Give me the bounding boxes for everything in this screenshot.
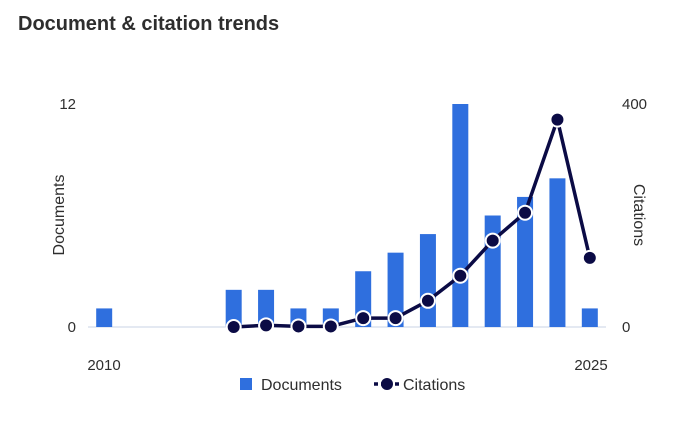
point-citations-2025[interactable] xyxy=(581,249,598,266)
bar-documents-2019 xyxy=(387,252,404,327)
point-citations-2015[interactable] xyxy=(258,317,275,334)
point-citations-2018[interactable] xyxy=(355,310,372,327)
point-citations-2017[interactable] xyxy=(322,318,339,335)
legend-label-citations: Citations xyxy=(403,377,465,394)
y-axis-label-right: Citations xyxy=(630,184,647,246)
bar-documents-2010 xyxy=(96,308,113,327)
point-citations-2022[interactable] xyxy=(484,232,501,249)
bar-documents-2023 xyxy=(517,196,534,327)
legend-swatch-documents xyxy=(240,378,252,390)
point-citations-2016[interactable] xyxy=(290,318,307,335)
point-citations-2021[interactable] xyxy=(452,267,469,284)
bar-documents-2024 xyxy=(549,178,566,327)
y-left-tick-12: 12 xyxy=(59,96,76,113)
point-citations-2014[interactable] xyxy=(225,319,242,335)
point-citations-2024[interactable] xyxy=(549,111,566,128)
legend-marker-citations xyxy=(381,378,393,390)
bar-documents-2014 xyxy=(225,289,242,327)
x-tick-2010: 2010 xyxy=(87,357,120,374)
bar-documents-2021 xyxy=(452,104,469,327)
line-citations xyxy=(233,117,592,329)
chart-title: Document & citation trends xyxy=(18,13,280,35)
bar-documents-2015 xyxy=(258,289,275,327)
point-citations-2020[interactable] xyxy=(419,292,436,309)
bar-documents-2025 xyxy=(581,308,598,327)
legend-label-documents: Documents xyxy=(261,377,342,394)
point-citations-2023[interactable] xyxy=(517,204,534,221)
y-right-tick-400: 400 xyxy=(622,96,647,113)
bar-documents-2020 xyxy=(419,234,436,327)
point-citations-2019[interactable] xyxy=(387,310,404,327)
y-right-tick-0: 0 xyxy=(622,319,630,336)
bar-documents-2022 xyxy=(484,215,501,327)
x-tick-2025: 2025 xyxy=(574,357,607,374)
y-left-tick-0: 0 xyxy=(68,319,76,336)
y-axis-label-left: Documents xyxy=(51,175,68,256)
